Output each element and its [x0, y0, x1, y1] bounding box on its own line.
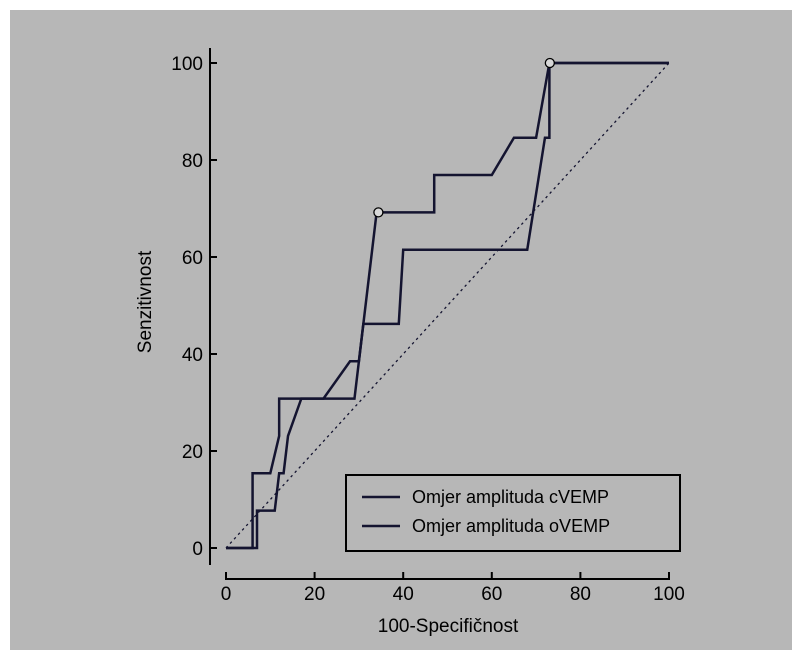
x-tick-label: 60: [481, 584, 502, 605]
legend: Omjer amplituda cVEMP Omjer amplituda oV…: [345, 474, 681, 552]
x-tick-label: 40: [393, 584, 414, 605]
optimal-points-group: [373, 57, 555, 218]
y-axis-title: Senzitivnost: [135, 250, 156, 353]
plot-panel: [10, 10, 792, 650]
y-tick-label: 40: [182, 345, 203, 366]
legend-label-cvemp: Omjer amplituda cVEMP: [412, 487, 609, 507]
y-tick-label: 20: [182, 442, 203, 463]
optimal-point-cvemp: [373, 207, 384, 218]
legend-box: [345, 474, 681, 552]
x-axis-ticks: 0 20 40 60 80 100: [221, 572, 685, 605]
y-tick-label: 100: [171, 54, 203, 75]
y-tick-label: 0: [192, 539, 203, 560]
x-tick-label: 100: [653, 584, 685, 605]
reference-diagonal-line: [225, 62, 670, 549]
y-axis-ticks: 0 20 40 60 80 100: [171, 54, 217, 560]
x-tick-label: 0: [221, 584, 232, 605]
legend-label-ovemp: Omjer amplituda oVEMP: [412, 516, 610, 536]
y-tick-label: 60: [182, 248, 203, 269]
x-axis-title: 100-Specifičnost: [378, 616, 519, 637]
x-tick-label: 20: [304, 584, 325, 605]
reference-diagonal-group: [225, 62, 670, 549]
y-tick-label: 80: [182, 151, 203, 172]
series-line-ovemp: [226, 61, 669, 550]
x-tick-label: 80: [570, 584, 591, 605]
optimal-point-ovemp: [544, 57, 555, 69]
